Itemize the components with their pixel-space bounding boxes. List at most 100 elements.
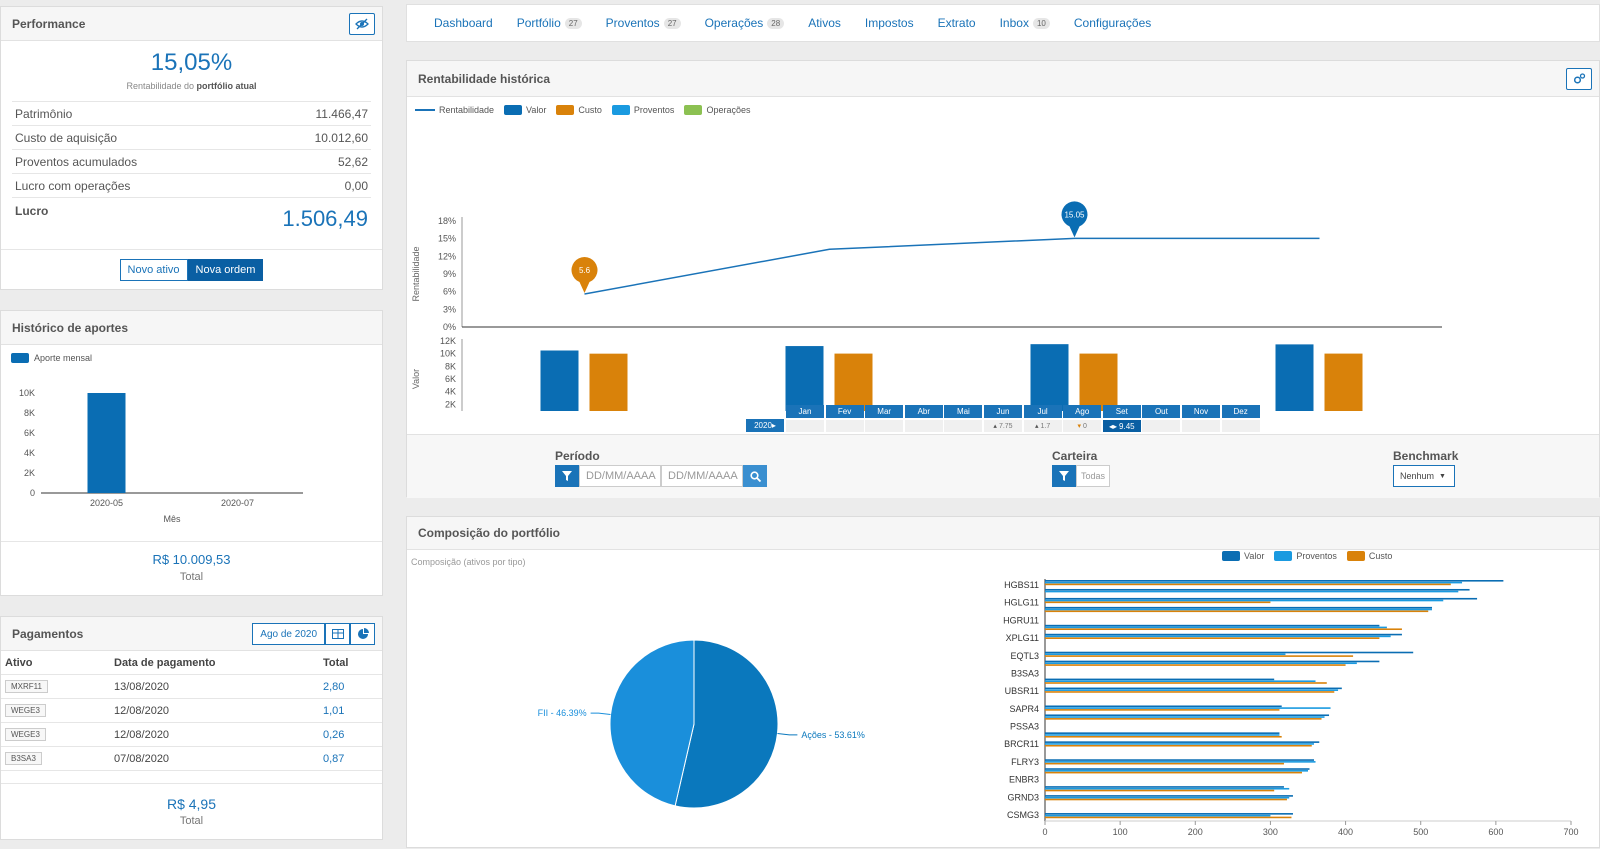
month-return-cell[interactable] xyxy=(1182,420,1220,432)
new-asset-button[interactable]: Novo ativo xyxy=(119,258,188,281)
nav-inbox[interactable]: Inbox 10 xyxy=(1000,16,1050,30)
month-return-cell[interactable]: ▾ 0 xyxy=(1063,420,1102,432)
annotation-pin xyxy=(571,257,598,294)
nav-impostos[interactable]: Impostos xyxy=(865,16,914,30)
month-header[interactable]: Jun xyxy=(984,405,1022,418)
nav-operacoes[interactable]: Operações 28 xyxy=(705,16,785,30)
month-return-value: 1.7 xyxy=(1040,422,1051,430)
cell-data: 13/08/2020 xyxy=(114,680,170,693)
nav-portfolio[interactable]: Portfólio 27 xyxy=(517,16,582,30)
month-return-cell[interactable] xyxy=(904,420,943,432)
month-picker-button[interactable]: Ago de 2020 xyxy=(252,623,325,645)
carteira-label: Carteira xyxy=(1052,449,1098,463)
asset-tag[interactable]: WEGE3 xyxy=(5,728,46,741)
month-return-cell[interactable] xyxy=(1221,420,1260,432)
caret-up-icon: ◂▸ xyxy=(1108,421,1118,431)
month-header[interactable]: Jan xyxy=(786,405,824,418)
month-return-cell[interactable] xyxy=(825,420,864,432)
chart-settings-button[interactable] xyxy=(1566,68,1592,90)
month-header[interactable]: Dez xyxy=(1221,405,1260,418)
bar-valor xyxy=(1045,597,1478,600)
legend-item[interactable]: Custo xyxy=(556,105,602,115)
month-return-cell[interactable]: ▴ 1.7 xyxy=(1023,420,1062,432)
rentabilidade-title: Rentabilidade histórica xyxy=(418,71,551,86)
asset-tag[interactable]: B3SA3 xyxy=(5,752,42,765)
cell-total: 0,87 xyxy=(323,752,345,765)
month-header[interactable]: Set xyxy=(1102,405,1141,418)
month-return-cell[interactable] xyxy=(1142,420,1181,432)
col-ativo: Ativo xyxy=(5,656,33,669)
month-return-cell[interactable] xyxy=(944,420,983,432)
bar-valor xyxy=(1045,813,1293,815)
bar-valor xyxy=(1045,660,1380,663)
legend-swatch xyxy=(504,105,523,115)
bar-valor xyxy=(1045,759,1315,761)
benchmark-label: Benchmark xyxy=(1393,449,1459,463)
nav-extrato[interactable]: Extrato xyxy=(938,16,976,30)
nav-ativos[interactable]: Ativos xyxy=(808,16,841,30)
nav-proventos[interactable]: Proventos 27 xyxy=(606,16,681,30)
hide-values-button[interactable] xyxy=(349,13,375,35)
nav-configuracoes[interactable]: Configurações xyxy=(1074,16,1151,30)
asset-tag[interactable]: MXRF11 xyxy=(5,680,48,693)
col-data: Data de pagamento xyxy=(114,656,216,669)
month-return-cell[interactable] xyxy=(865,420,904,432)
month-header[interactable]: Nov xyxy=(1182,405,1220,418)
table-row[interactable]: MXRF11 13/08/2020 2,80 xyxy=(1,675,382,699)
chart-view-button[interactable] xyxy=(350,623,375,645)
table-row[interactable]: B3SA3 07/08/2020 0,87 xyxy=(1,747,382,771)
legend-item[interactable]: Custo xyxy=(1346,551,1392,561)
bar-custo xyxy=(1045,735,1282,738)
table-icon xyxy=(331,629,344,639)
aportes-title: Histórico de aportes xyxy=(12,320,129,335)
caret-down-icon: ▾ xyxy=(1077,423,1081,430)
bar-valor xyxy=(1045,624,1380,627)
year-selector[interactable]: 2020 ▸ xyxy=(746,419,784,432)
bar-valor xyxy=(1045,741,1320,743)
legend-item[interactable]: Valor xyxy=(504,105,546,115)
month-header[interactable]: Mar xyxy=(865,405,904,418)
periodo-search-button[interactable] xyxy=(743,465,767,487)
carteira-filter: Carteira Todas xyxy=(1052,449,1110,487)
bar-custo xyxy=(1045,637,1380,639)
nav-dashboard[interactable]: Dashboard xyxy=(434,16,493,30)
bar-custo xyxy=(1045,682,1327,684)
month-header[interactable]: Fev xyxy=(825,405,864,418)
nav-label: Portfólio xyxy=(516,16,561,30)
legend-item[interactable]: Operações xyxy=(684,105,750,115)
legend-item[interactable]: Proventos xyxy=(1274,551,1337,561)
bar-valor xyxy=(1030,344,1069,411)
legend-item[interactable]: Proventos xyxy=(611,105,674,115)
bar-custo xyxy=(1045,789,1275,792)
carteira-select[interactable]: Todas xyxy=(1076,465,1110,487)
table-row[interactable]: WEGE3 12/08/2020 0,26 xyxy=(1,723,382,747)
legend-item[interactable]: Rentabilidade xyxy=(415,105,494,115)
benchmark-select[interactable]: Nenhum ▼ xyxy=(1393,465,1455,487)
y-tick-label: 3% xyxy=(443,304,456,314)
bar-custo xyxy=(1324,353,1363,411)
metric-row: Proventos acumulados 52,62 xyxy=(12,150,371,174)
annotation-marker: 5.6 xyxy=(571,257,598,294)
pie-connector xyxy=(777,733,798,736)
bar-custo xyxy=(1045,771,1302,774)
month-return-cell[interactable]: ◂▸ 9.45 xyxy=(1102,420,1141,432)
month-return-cell[interactable]: ▴ 7.75 xyxy=(984,420,1022,432)
y-axis-title: Valor xyxy=(411,369,421,389)
table-row[interactable]: WEGE3 12/08/2020 1,01 xyxy=(1,699,382,723)
month-header[interactable]: Ago xyxy=(1063,405,1102,418)
bar-custo xyxy=(1045,709,1280,711)
month-header[interactable]: Out xyxy=(1142,405,1181,418)
legend-item[interactable]: Valor xyxy=(1222,551,1264,561)
new-order-button[interactable]: Nova ordem xyxy=(187,258,264,281)
legend-label: Operações xyxy=(706,105,751,115)
start-date-input[interactable]: DD/MM/AAAA xyxy=(579,465,661,487)
month-return-cell[interactable] xyxy=(786,420,824,432)
month-header[interactable]: Jul xyxy=(1023,405,1062,418)
month-header[interactable]: Abr xyxy=(904,405,943,418)
month-header[interactable]: Mai xyxy=(944,405,983,418)
table-view-button[interactable] xyxy=(325,623,350,645)
asset-tag[interactable]: WEGE3 xyxy=(5,704,46,717)
end-date-input[interactable]: DD/MM/AAAA xyxy=(661,465,743,487)
carteira-filter-button[interactable] xyxy=(1052,465,1076,487)
periodo-filter-button[interactable] xyxy=(555,465,579,487)
